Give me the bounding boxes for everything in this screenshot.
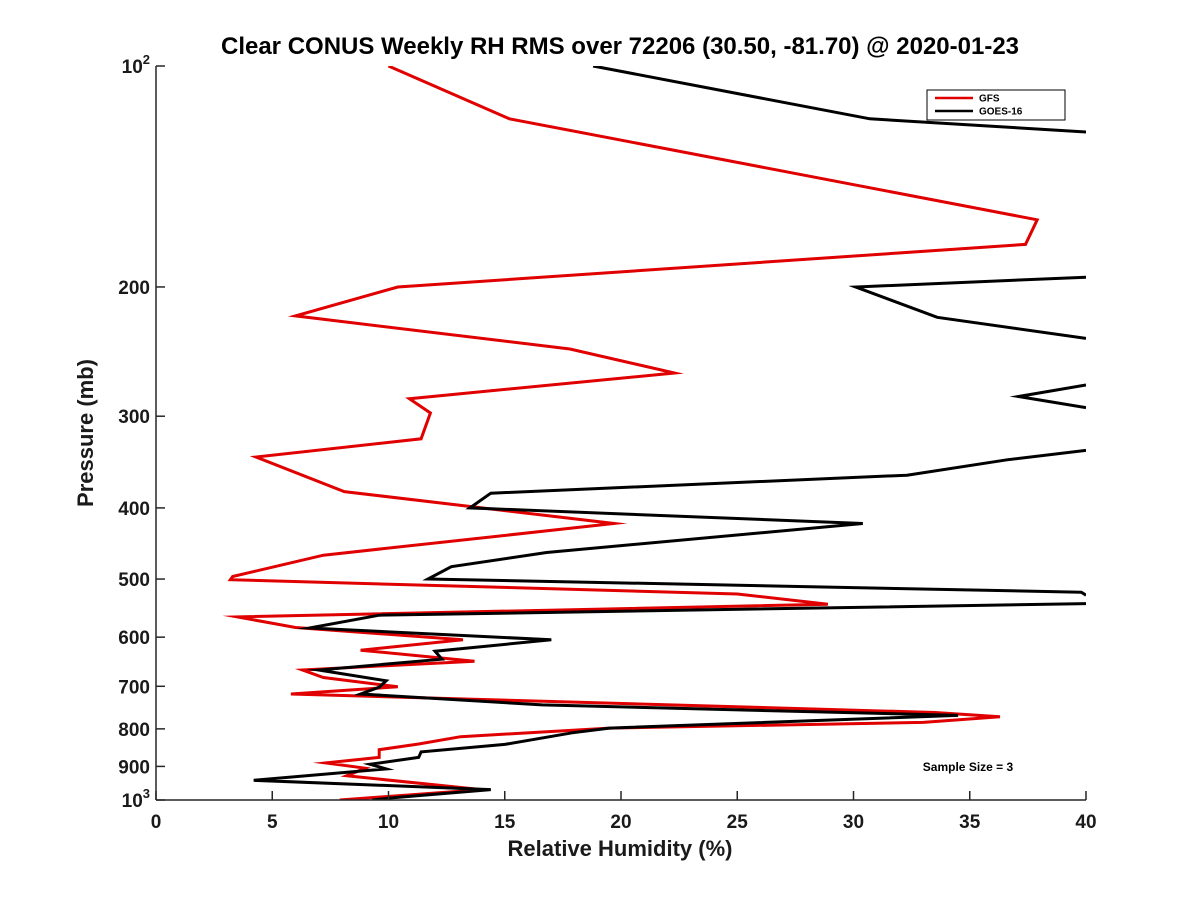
x-axis-ticks: 0 5 10 15 20 25 30 35 40: [151, 791, 1097, 833]
series-line-gfs: [222, 66, 1040, 800]
y-axis-label: Pressure (mb): [73, 359, 98, 507]
y-tick-label: 400: [118, 499, 150, 520]
x-tick-label: 35: [959, 812, 981, 833]
x-tick-label: 15: [494, 812, 516, 833]
series-line-goes-16: [253, 66, 1086, 800]
y-tick-label: 900: [118, 757, 150, 778]
x-tick-label: 0: [151, 812, 162, 833]
y-tick-label: 300: [118, 407, 150, 428]
legend-label-goes-16: GOES-16: [979, 107, 1023, 118]
x-tick-label: 30: [843, 812, 864, 833]
y-tick-label: 200: [118, 278, 150, 299]
x-tick-label: 25: [727, 812, 749, 833]
y-tick-label: 700: [118, 677, 150, 698]
y-tick-label: 102: [122, 52, 150, 78]
legend-label-gfs: GFS: [979, 94, 1000, 105]
plot-lines: [222, 66, 1086, 800]
x-tick-label: 10: [378, 812, 399, 833]
y-tick-label: 600: [118, 628, 150, 649]
sample-size-annotation: Sample Size = 3: [923, 760, 1014, 774]
y-tick-label: 500: [118, 570, 150, 591]
y-tick-label: 103: [122, 786, 150, 812]
x-axis-label: Relative Humidity (%): [508, 836, 733, 861]
legend-box: [926, 89, 1066, 121]
x-tick-label: 40: [1075, 812, 1096, 833]
chart-title: Clear CONUS Weekly RH RMS over 72206 (30…: [221, 33, 1019, 60]
x-tick-label: 20: [610, 812, 631, 833]
y-axis-ticks: 102 200 300 400 500 600 700 800 900 103: [118, 52, 165, 812]
legend: GFS GOES-16: [926, 89, 1066, 121]
x-tick-label: 5: [267, 812, 278, 833]
y-tick-label: 800: [118, 720, 150, 741]
